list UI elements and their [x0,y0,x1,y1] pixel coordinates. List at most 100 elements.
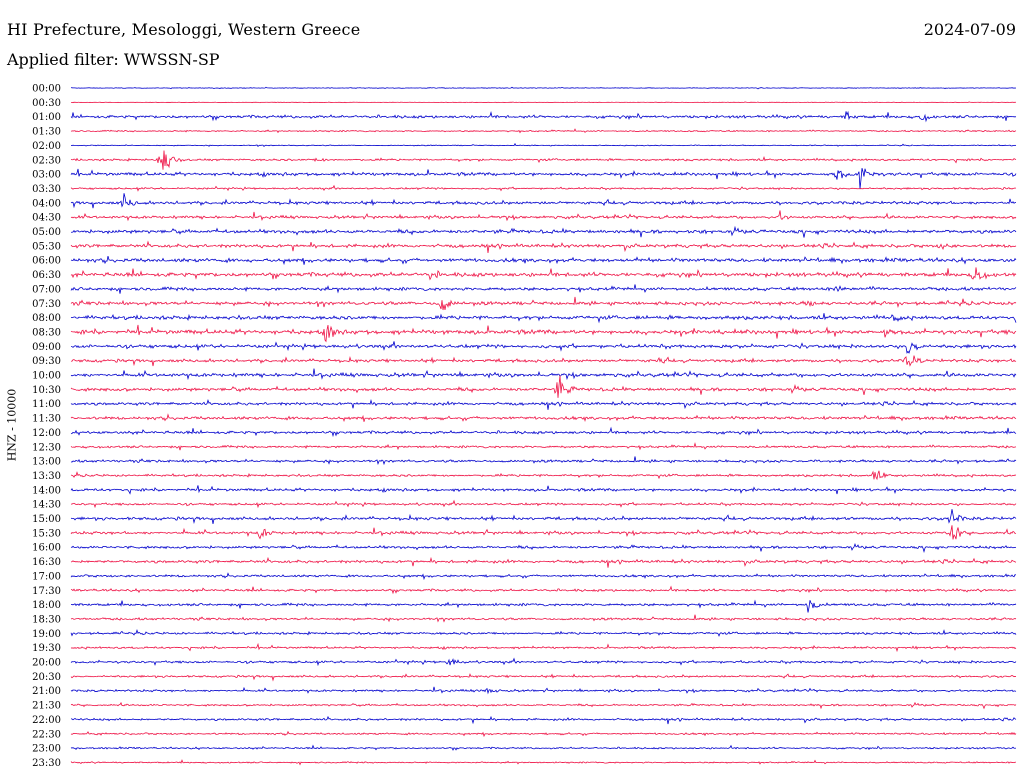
trace-0730 [70,296,1017,311]
time-tick-label: 17:30 [32,586,61,597]
trace-1230 [70,442,1017,451]
trace-1100 [70,398,1017,410]
trace-0330 [70,184,1017,192]
trace-1430 [70,499,1017,509]
time-tick-label: 23:00 [32,744,61,755]
trace-1300 [70,456,1017,466]
time-tick-label: 04:00 [32,198,61,209]
station-title: HI Prefecture, Mesologgi, Western Greece [7,20,361,39]
time-tick-label: 18:00 [32,600,61,611]
trace-1330 [70,470,1017,481]
time-tick-label: 10:00 [32,371,61,382]
time-tick-label: 13:30 [32,471,61,482]
time-tick-label: 01:30 [32,127,61,138]
trace-1830 [70,614,1017,623]
time-tick-label: 20:30 [32,672,61,683]
trace-0500 [70,225,1017,238]
time-tick-label: 19:00 [32,629,61,640]
time-tick-label: 02:30 [32,155,61,166]
time-tick-label: 08:00 [32,313,61,324]
trace-1200 [70,426,1017,438]
time-tick-label: 16:00 [32,543,61,554]
filter-label: Applied filter: WWSSN-SP [7,50,220,69]
time-tick-label: 05:00 [32,227,61,238]
trace-2030 [70,673,1017,682]
trace-0800 [70,313,1017,324]
trace-0630 [70,267,1017,281]
time-tick-label: 04:30 [32,213,61,224]
trace-0530 [70,240,1017,254]
time-tick-label: 06:30 [32,270,61,281]
trace-1530 [70,525,1017,540]
time-tick-label: 21:00 [32,686,61,697]
trace-2000 [70,657,1017,667]
time-tick-label: 14:30 [32,500,61,511]
trace-0300 [70,168,1017,189]
time-tick-label: 20:00 [32,658,61,669]
time-tick-label: 18:30 [32,614,61,625]
time-tick-label: 00:00 [32,84,61,95]
trace-1700 [70,572,1017,581]
trace-1130 [70,413,1017,423]
time-tick-label: 05:30 [32,241,61,252]
trace-1600 [70,542,1017,554]
trace-2100 [70,686,1017,695]
trace-0430 [70,210,1017,222]
time-tick-label: 12:00 [32,428,61,439]
trace-1030 [70,375,1017,398]
trace-0700 [70,284,1017,294]
trace-0100 [70,110,1017,123]
time-tick-label: 08:30 [32,327,61,338]
trace-0230 [70,150,1017,170]
trace-1900 [70,629,1017,637]
trace-2230 [70,730,1017,738]
trace-1630 [70,556,1017,568]
time-tick-label: 09:00 [32,342,61,353]
trace-2130 [70,701,1017,710]
time-tick-label: 00:30 [32,98,61,109]
trace-0400 [70,193,1017,209]
trace-1400 [70,485,1017,495]
trace-0900 [70,341,1017,354]
time-tick-label: 22:30 [32,729,61,740]
time-tick-label: 21:30 [32,701,61,712]
trace-0600 [70,256,1017,266]
trace-0000 [70,86,1017,90]
trace-1730 [70,585,1017,595]
trace-2300 [70,744,1017,751]
time-tick-label: 17:00 [32,571,61,582]
time-tick-label: 23:30 [32,758,61,769]
time-tick-label: 19:30 [32,643,61,654]
time-tick-label: 11:00 [32,399,61,410]
time-tick-label: 03:30 [32,184,61,195]
time-tick-label: 09:30 [32,356,61,367]
time-tick-label: 12:30 [32,442,61,453]
time-tick-label: 07:30 [32,299,61,310]
trace-1800 [70,599,1017,613]
time-tick-label: 11:30 [32,414,61,425]
time-tick-label: 15:00 [32,514,61,525]
time-tick-label: 03:00 [32,170,61,181]
time-tick-label: 22:00 [32,715,61,726]
time-tick-label: 10:30 [32,385,61,396]
trace-0030 [70,101,1017,104]
trace-1000 [70,368,1017,381]
trace-0130 [70,128,1017,134]
time-tick-label: 07:00 [32,284,61,295]
time-tick-label: 15:30 [32,528,61,539]
time-tick-label: 16:30 [32,557,61,568]
trace-0200 [70,142,1017,147]
trace-0830 [70,324,1017,343]
time-tick-label: 02:00 [32,141,61,152]
date-label: 2024-07-09 [923,20,1016,39]
time-tick-label: 14:00 [32,485,61,496]
time-tick-label: 01:00 [32,112,61,123]
time-tick-label: 13:00 [32,457,61,468]
trace-2330 [70,759,1017,766]
trace-1500 [70,509,1017,525]
trace-0930 [70,355,1017,367]
time-tick-label: 06:00 [32,256,61,267]
trace-2200 [70,715,1017,725]
trace-1930 [70,642,1017,653]
